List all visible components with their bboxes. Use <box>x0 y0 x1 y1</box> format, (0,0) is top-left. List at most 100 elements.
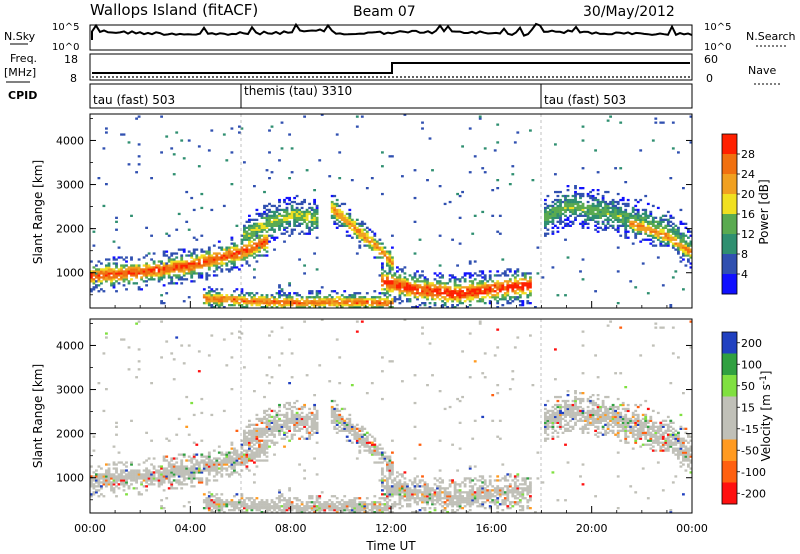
velocity-cell <box>386 487 389 490</box>
power-cell <box>574 216 577 219</box>
power-cell <box>526 296 530 299</box>
velocity-cell <box>313 507 317 510</box>
power-cell <box>185 220 189 223</box>
velocity-cell <box>243 435 246 438</box>
velocity-cell <box>345 425 349 428</box>
power-cell <box>554 173 557 176</box>
power-cell <box>165 232 169 235</box>
power-cell <box>426 278 429 281</box>
power-cell <box>381 165 384 168</box>
power-cell <box>303 302 307 305</box>
velocity-cell <box>258 427 261 430</box>
power-cell <box>360 296 364 299</box>
velocity-cell <box>386 485 389 488</box>
velocity-cell <box>386 477 389 480</box>
velocity-cell <box>360 501 364 504</box>
power-cell <box>631 214 635 217</box>
power-cell <box>365 226 369 229</box>
velocity-cell <box>388 511 392 514</box>
velocity-cell <box>160 505 164 508</box>
power-cell <box>125 274 128 277</box>
velocity-cell <box>403 491 407 494</box>
velocity-cell <box>182 465 186 468</box>
power-cell <box>320 300 324 303</box>
velocity-cell <box>355 441 359 444</box>
power-cell <box>488 276 492 279</box>
velocity-cell <box>197 461 201 464</box>
power-cell <box>656 224 660 227</box>
power-cell <box>506 288 510 291</box>
power-cell <box>368 228 372 231</box>
power-cell <box>122 270 126 273</box>
power-cell <box>150 268 154 271</box>
velocity-cell <box>225 364 229 367</box>
power-cell <box>253 242 256 245</box>
velocity-cell <box>212 469 216 472</box>
power-cell <box>225 296 229 299</box>
power-cell <box>636 226 640 229</box>
velocity-cell <box>335 497 339 500</box>
power-cell <box>674 242 678 245</box>
velocity-cell <box>388 467 392 470</box>
power-cell <box>581 139 585 142</box>
velocity-cell <box>373 447 377 450</box>
power-cell <box>604 204 608 208</box>
velocity-cell <box>192 463 196 466</box>
velocity-cell <box>120 473 123 476</box>
power-cell <box>290 206 294 210</box>
power-cell <box>288 302 292 305</box>
power-cell <box>624 226 628 229</box>
power-cell <box>614 228 618 231</box>
velocity-cell <box>127 485 131 488</box>
power-cell <box>335 292 339 295</box>
power-cell <box>132 268 136 271</box>
velocity-cell <box>310 417 314 421</box>
velocity-cell <box>182 362 186 365</box>
power-cell <box>235 254 239 257</box>
power-cell <box>278 300 281 303</box>
velocity-cell <box>230 332 234 335</box>
power-cell <box>315 208 319 212</box>
velocity-cell <box>182 471 186 474</box>
velocity-cell <box>122 469 126 472</box>
power-cell <box>202 302 206 305</box>
velocity-cell <box>391 493 394 496</box>
power-cell <box>433 298 437 301</box>
power-cell <box>687 230 690 233</box>
velocity-cell <box>338 419 342 422</box>
power-cell <box>566 208 570 212</box>
power-cell <box>416 284 419 287</box>
power-cell <box>496 294 500 297</box>
power-cell <box>295 208 299 212</box>
power-cell <box>353 230 357 233</box>
power-cell <box>448 296 452 299</box>
power-cell <box>591 218 595 221</box>
power-cell <box>165 266 169 269</box>
power-cell <box>180 278 184 281</box>
velocity-cell <box>315 411 319 415</box>
power-cell <box>217 256 221 259</box>
power-cell <box>248 240 251 243</box>
power-cell <box>684 248 688 251</box>
velocity-cell <box>335 509 339 512</box>
power-cell <box>250 300 254 303</box>
velocity-cell <box>107 473 111 476</box>
velocity-cell <box>348 423 352 426</box>
velocity-cell <box>355 435 359 438</box>
power-cell <box>466 294 470 297</box>
power-cell <box>217 262 221 265</box>
power-cell <box>207 248 211 251</box>
power-cell <box>408 284 412 287</box>
power-cell <box>448 278 452 281</box>
power-cell <box>451 274 455 277</box>
power-cell <box>378 274 382 277</box>
power-cell <box>125 288 128 291</box>
power-cell <box>278 198 281 202</box>
velocity-cell <box>243 433 246 436</box>
velocity-cell <box>335 419 339 422</box>
power-cell <box>150 278 154 281</box>
power-cell <box>456 300 460 303</box>
velocity-cell <box>338 421 342 424</box>
power-cell <box>293 216 297 219</box>
power-cell <box>381 252 384 255</box>
